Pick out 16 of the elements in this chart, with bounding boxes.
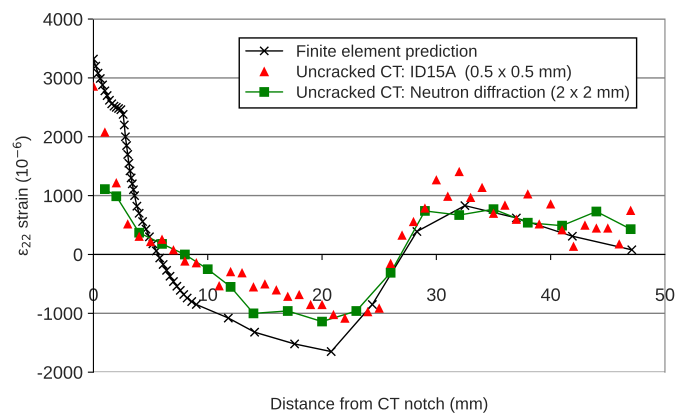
y-tick-label: 0 [74, 248, 82, 262]
y-tick-label: -2000 [38, 366, 82, 379]
y-tick-label: -1000 [38, 307, 82, 320]
y-axis-title: ε$_{22}$ strain (10$^{−6}$) [12, 136, 32, 256]
y-tick-label: 4000 [43, 12, 82, 26]
y-tick-label: 3000 [44, 72, 82, 85]
x-tick-label: 40 [541, 288, 560, 302]
x-tick-label: 10 [199, 288, 218, 302]
x-tick-label: 20 [312, 288, 332, 302]
y-tick-label: 1000 [44, 190, 82, 202]
y-tick-label: 2000 [44, 130, 82, 144]
legend-label: Uncracked CT: Neutron diffraction (2 x 2 mm) [297, 86, 629, 102]
x-axis-title: Distance from CT notch (mm) [271, 397, 488, 413]
legend-label: Finite element prediction [297, 44, 476, 60]
legend-label: Uncracked CT: ID15A (0.5 x 0.5 mm) [297, 65, 571, 81]
x-tick-label: 30 [426, 288, 446, 302]
